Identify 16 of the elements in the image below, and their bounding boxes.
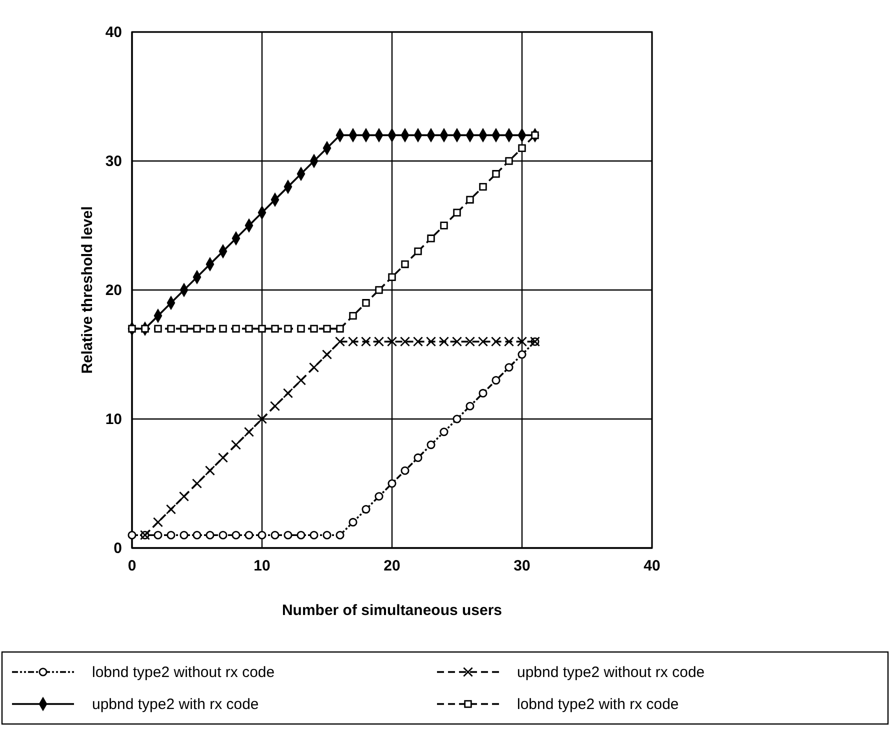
- legend-label: upbnd type2 without rx code: [517, 664, 705, 681]
- y-tick-label: 10: [105, 410, 122, 428]
- x-axis-title: Number of simultaneous users: [282, 602, 502, 619]
- x-tick-label: 0: [128, 558, 136, 575]
- legend-label: lobnd type2 with rx code: [517, 696, 679, 713]
- x-tick-label: 10: [254, 558, 270, 575]
- y-tick-label: 20: [105, 282, 122, 299]
- legend-label: lobnd type2 without rx code: [92, 664, 275, 681]
- y-tick-label: 0: [114, 540, 122, 557]
- x-tick-label: 30: [514, 558, 530, 575]
- y-tick-label: 40: [105, 24, 122, 41]
- legend-label: upbnd type2 with rx code: [92, 696, 259, 713]
- x-tick-label: 20: [384, 558, 400, 575]
- y-tick-label: 30: [105, 152, 122, 170]
- x-tick-label: 40: [644, 558, 660, 575]
- y-axis-title: Relative threshold level: [79, 206, 96, 374]
